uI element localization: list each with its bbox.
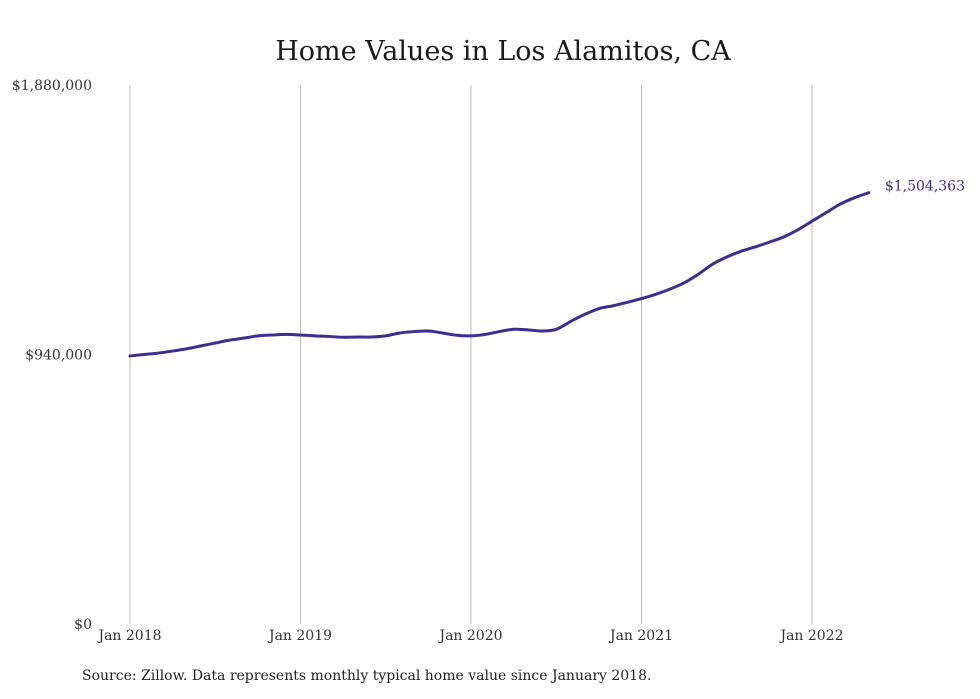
x-tick-label: Jan 2022 [778, 628, 843, 644]
x-tick-label: Jan 2019 [267, 628, 332, 644]
chart-title: Home Values in Los Alamitos, CA [275, 36, 731, 67]
source-note: Source: Zillow. Data represents monthly … [82, 668, 652, 684]
end-value-label: $1,504,363 [885, 179, 965, 195]
y-tick-label: $940,000 [25, 348, 92, 364]
y-tick-label: $1,880,000 [12, 78, 92, 94]
grid-lines [129, 85, 813, 624]
y-tick-label: $0 [74, 617, 92, 633]
home-value-line [128, 191, 871, 358]
x-tick-label: Jan 2021 [608, 628, 673, 644]
x-tick-label: Jan 2018 [96, 628, 161, 644]
y-axis-labels: $0 $940,000 $1,880,000 [12, 78, 92, 633]
x-tick-label: Jan 2020 [437, 628, 502, 644]
x-axis-labels: Jan 2018 Jan 2019 Jan 2020 Jan 2021 Jan 2022 [96, 628, 843, 644]
series-layer [128, 191, 871, 358]
